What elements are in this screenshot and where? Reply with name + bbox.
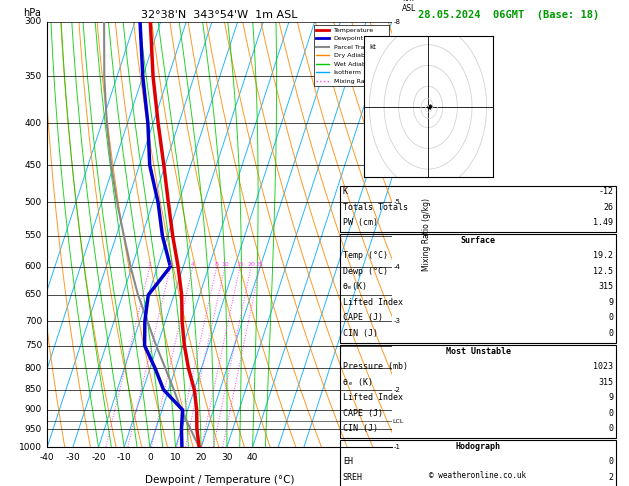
Text: 400: 400 bbox=[25, 119, 42, 128]
Text: kt: kt bbox=[369, 44, 376, 50]
Text: 26: 26 bbox=[603, 203, 613, 212]
Title: 32°38'N  343°54'W  1m ASL: 32°38'N 343°54'W 1m ASL bbox=[141, 10, 298, 20]
Text: Most Unstable: Most Unstable bbox=[445, 347, 511, 356]
Text: 0: 0 bbox=[608, 313, 613, 323]
Text: 900: 900 bbox=[25, 405, 42, 415]
Text: 700: 700 bbox=[25, 317, 42, 326]
Text: 19.2: 19.2 bbox=[593, 251, 613, 260]
Text: 450: 450 bbox=[25, 160, 42, 170]
Text: 0: 0 bbox=[608, 329, 613, 338]
Text: km
ASL: km ASL bbox=[402, 0, 416, 13]
Text: -2: -2 bbox=[393, 387, 400, 393]
Text: -40: -40 bbox=[40, 453, 55, 463]
Text: SREH: SREH bbox=[343, 473, 363, 482]
Text: -12: -12 bbox=[598, 187, 613, 196]
Text: 25: 25 bbox=[256, 261, 264, 267]
Text: -8: -8 bbox=[393, 19, 401, 25]
Text: 950: 950 bbox=[25, 424, 42, 434]
Text: Temp (°C): Temp (°C) bbox=[343, 251, 388, 260]
Text: 315: 315 bbox=[598, 282, 613, 292]
Text: 1023: 1023 bbox=[593, 362, 613, 371]
Text: 2: 2 bbox=[169, 261, 172, 267]
Text: CAPE (J): CAPE (J) bbox=[343, 313, 383, 323]
Text: 550: 550 bbox=[25, 231, 42, 241]
Text: 350: 350 bbox=[25, 72, 42, 81]
Text: Dewp (°C): Dewp (°C) bbox=[343, 267, 388, 276]
Text: Pressure (mb): Pressure (mb) bbox=[343, 362, 408, 371]
Text: 20: 20 bbox=[196, 453, 207, 463]
Text: 4: 4 bbox=[191, 261, 195, 267]
Text: EH: EH bbox=[343, 457, 353, 467]
Text: -7: -7 bbox=[393, 73, 401, 79]
Text: θₑ(K): θₑ(K) bbox=[343, 282, 368, 292]
Text: Lifted Index: Lifted Index bbox=[343, 393, 403, 402]
Text: CAPE (J): CAPE (J) bbox=[343, 409, 383, 418]
Text: 850: 850 bbox=[25, 385, 42, 394]
Text: 500: 500 bbox=[25, 198, 42, 207]
Text: -10: -10 bbox=[117, 453, 131, 463]
Text: 650: 650 bbox=[25, 291, 42, 299]
Text: -3: -3 bbox=[393, 318, 401, 324]
Text: PW (cm): PW (cm) bbox=[343, 218, 378, 227]
Text: 8: 8 bbox=[215, 261, 219, 267]
Text: Mixing Ratio (g/kg): Mixing Ratio (g/kg) bbox=[421, 198, 431, 271]
Text: hPa: hPa bbox=[23, 8, 41, 17]
Text: -6: -6 bbox=[393, 121, 401, 126]
Text: -20: -20 bbox=[91, 453, 106, 463]
Text: 30: 30 bbox=[221, 453, 233, 463]
Text: K: K bbox=[343, 187, 348, 196]
Text: 9: 9 bbox=[608, 393, 613, 402]
Text: 300: 300 bbox=[25, 17, 42, 26]
Text: 1.49: 1.49 bbox=[593, 218, 613, 227]
Text: 750: 750 bbox=[25, 341, 42, 350]
Text: CIN (J): CIN (J) bbox=[343, 329, 378, 338]
Text: 9: 9 bbox=[608, 298, 613, 307]
Text: 800: 800 bbox=[25, 364, 42, 373]
Text: 15: 15 bbox=[236, 261, 244, 267]
Text: 2: 2 bbox=[608, 473, 613, 482]
Text: θₑ (K): θₑ (K) bbox=[343, 378, 373, 387]
Text: 0: 0 bbox=[608, 409, 613, 418]
Text: LCL: LCL bbox=[392, 419, 404, 424]
Text: 600: 600 bbox=[25, 262, 42, 271]
Text: Lifted Index: Lifted Index bbox=[343, 298, 403, 307]
Text: -4: -4 bbox=[393, 264, 400, 270]
Text: 0: 0 bbox=[147, 453, 153, 463]
Text: Hodograph: Hodograph bbox=[455, 442, 501, 451]
Text: Dewpoint / Temperature (°C): Dewpoint / Temperature (°C) bbox=[145, 475, 294, 485]
Text: -5: -5 bbox=[393, 199, 400, 205]
Text: 12.5: 12.5 bbox=[593, 267, 613, 276]
Text: Surface: Surface bbox=[460, 236, 496, 245]
Text: 40: 40 bbox=[247, 453, 259, 463]
Text: 1000: 1000 bbox=[19, 443, 42, 451]
Text: -1: -1 bbox=[393, 444, 401, 450]
Legend: Temperature, Dewpoint, Parcel Trajectory, Dry Adiabat, Wet Adiabat, Isotherm, Mi: Temperature, Dewpoint, Parcel Trajectory… bbox=[314, 25, 389, 87]
Text: 20: 20 bbox=[247, 261, 255, 267]
Text: 10: 10 bbox=[170, 453, 181, 463]
Text: 28.05.2024  06GMT  (Base: 18): 28.05.2024 06GMT (Base: 18) bbox=[418, 10, 599, 20]
Text: 10: 10 bbox=[221, 261, 229, 267]
Text: 0: 0 bbox=[608, 424, 613, 434]
Text: © weatheronline.co.uk: © weatheronline.co.uk bbox=[430, 471, 526, 480]
Text: 1: 1 bbox=[148, 261, 152, 267]
Text: Totals Totals: Totals Totals bbox=[343, 203, 408, 212]
Text: 315: 315 bbox=[598, 378, 613, 387]
Text: 0: 0 bbox=[608, 457, 613, 467]
Text: CIN (J): CIN (J) bbox=[343, 424, 378, 434]
Text: -30: -30 bbox=[65, 453, 81, 463]
